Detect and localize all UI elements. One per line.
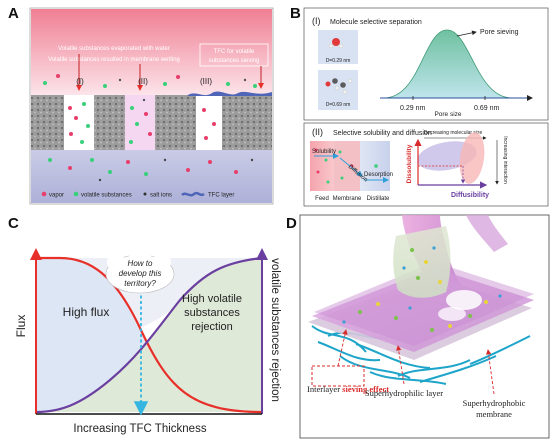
tfc-note-line2: substances sieving — [209, 58, 260, 64]
question-line1: How to — [128, 259, 153, 268]
distillate-label: Distillate — [367, 196, 390, 202]
legend-volatile-icon — [73, 191, 79, 197]
feed-stream-2 — [466, 215, 508, 252]
rejection-region-line2: substances — [184, 307, 240, 319]
question-cloud — [105, 247, 175, 294]
case-label-2: (II) — [138, 77, 148, 86]
feed-zone — [31, 9, 272, 95]
tfc-note-box — [199, 43, 269, 67]
feed-block — [310, 141, 334, 191]
interlayer-arrow — [337, 329, 348, 367]
legend-vapor-icon — [41, 191, 47, 197]
panel-b: B (I) Molecule selective separation D=0.… — [290, 5, 549, 207]
tick-029: 0.29 nm — [400, 105, 425, 112]
legend-vapor: vapor — [49, 193, 64, 199]
membrane-label: Membrane — [333, 196, 362, 202]
pore-size-distribution — [383, 29, 513, 99]
vapor-mist — [446, 290, 482, 310]
legend-tfc-icon — [181, 191, 205, 197]
solubility-label: Solubility — [312, 149, 336, 155]
thickness-axis-label: Increasing TFC Thickness — [73, 423, 206, 435]
pore-1 — [64, 95, 94, 150]
pore-sieving-label: Pore sieving — [480, 29, 519, 36]
rejection-region-line3: rejection — [191, 321, 233, 333]
interlayer-label: Interlayer — [307, 384, 340, 394]
pore-3 — [196, 95, 222, 150]
question-line2: develop this — [119, 269, 162, 278]
desorption-label: Desorption — [364, 172, 393, 178]
panel-d-letter: D — [286, 215, 297, 232]
dissolubility-label: Dissolubility — [406, 144, 413, 183]
flux-curve — [36, 256, 263, 414]
superhydrophobic-line1: Superhydrophobic — [463, 398, 526, 408]
interlayer — [314, 262, 534, 346]
increasing-interaction-label: Increasing interaction — [502, 136, 508, 184]
interaction-ellipse — [459, 132, 485, 184]
d-large: D=0.69 nm — [326, 102, 351, 108]
part1-label: (I) — [312, 16, 321, 26]
particles-d — [342, 246, 502, 332]
rejection-region-line1: High volatile — [182, 293, 242, 305]
feed-cup — [393, 226, 451, 298]
panel-a-letter: A — [8, 5, 19, 22]
panel-c-letter: C — [8, 215, 19, 232]
membrane-block — [334, 141, 360, 191]
pore-size-label: Pore size — [434, 111, 461, 118]
pore-sieving-arrow — [456, 30, 477, 37]
panel-d: D — [286, 214, 550, 439]
permeate-zone — [31, 150, 272, 203]
panel-c: C How to develop this territory? High fl… — [8, 215, 281, 435]
part1-title: Molecule selective separation — [330, 19, 422, 26]
feed-label: Feed — [315, 196, 329, 202]
diffusibility-label: Diffusibility — [451, 192, 489, 199]
legend-volatile: volatile substances — [81, 193, 132, 199]
legend-a: vapor volatile substances salt ions TFC … — [41, 191, 234, 199]
legend-salt-icon — [143, 192, 147, 196]
high-flux-region — [36, 258, 254, 412]
case-label-3: (III) — [200, 77, 212, 86]
case-label-1: (I) — [76, 77, 84, 86]
superhydrophobic-line2: membrane — [476, 409, 512, 419]
part2-title: Selective solubility and diffusion — [333, 130, 432, 137]
flux-axis-label: Flux — [14, 315, 28, 338]
superhydrophilic-arrow — [396, 345, 405, 385]
panel-a: A TFC for volatile substances sieving Vo… — [8, 5, 274, 205]
tick-069: 0.69 nm — [474, 105, 499, 112]
panel-b-letter: B — [290, 5, 301, 22]
molecule-small-icon — [332, 38, 340, 46]
superhydrophilic-layer — [312, 268, 534, 352]
molecule-small-box — [318, 30, 358, 64]
evaporated-label: Volatile substances evaporated with wate… — [58, 46, 170, 52]
question-line3: territory? — [124, 279, 156, 288]
wetting-label: Volatile substances resulted in membrane… — [48, 57, 180, 63]
sieving-effect-label: sieving effect — [342, 384, 389, 394]
interlayer-sieving-label: Interlayer sieving effect — [307, 384, 389, 394]
legend-tfc: TFC layer — [208, 193, 234, 199]
particles-b — [314, 148, 378, 184]
superhydrophobic-arrow — [485, 349, 495, 395]
part2-label: (II) — [312, 127, 323, 137]
molecule-large-icon — [325, 78, 353, 95]
molecule-large-box — [318, 70, 358, 110]
superhydrophilic-label: Superhydrophilic layer — [365, 388, 443, 398]
rejection-region — [36, 258, 262, 412]
legend-salt: salt ions — [150, 193, 172, 199]
fiber-network — [311, 325, 531, 385]
particles-a — [43, 74, 257, 182]
d-small: D=0.29 nm — [326, 58, 351, 64]
high-flux-label: High flux — [63, 305, 110, 319]
decreasing-size-label: Decreasing molecular size — [424, 130, 483, 136]
diffusion-arrow — [339, 157, 363, 177]
tfc-note-line1: TFC for volatile — [214, 49, 255, 55]
rejection-curve — [35, 256, 263, 414]
rejection-axis-label: volatile substances rejection — [269, 258, 281, 402]
tfc-layer — [188, 91, 272, 96]
